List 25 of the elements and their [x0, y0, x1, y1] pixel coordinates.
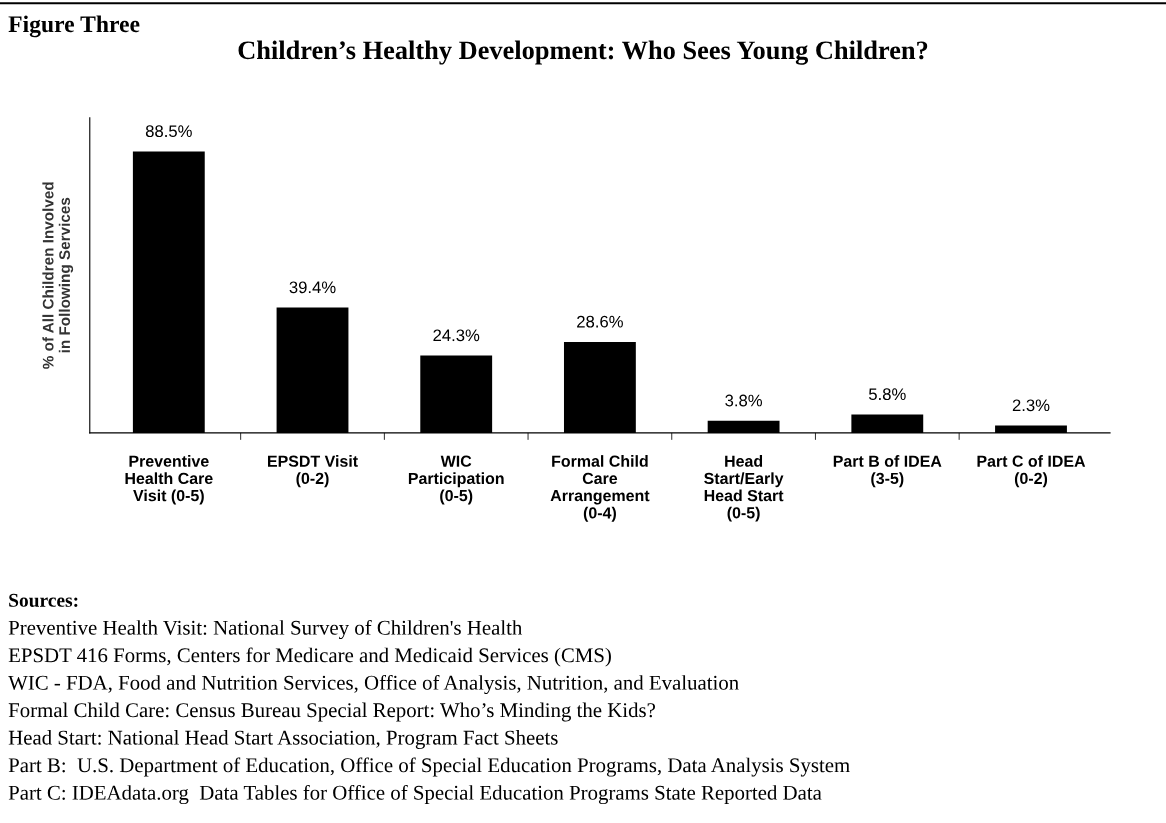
text: Part B: U.S. Department of Education, Office of Special Education Programs, Data Analysis System	[8, 757, 850, 777]
text: WIC - FDA, Food and Nutrition Services, Office of Analysis, Nutrition, and Evaluation	[8, 674, 739, 695]
x-tick-label: Head Start/Early Head Start (0-5)	[704, 455, 784, 522]
data-label: 5.8%	[868, 388, 906, 401]
x-tick-label: Part B of IDEA (3-5)	[833, 455, 942, 488]
data-label: 24.3%	[433, 329, 480, 342]
text: Part C: IDEAdata.org Data Tables for Office of Special Education Programs State Reported Data	[8, 784, 822, 805]
x-tick-label: Part C of IDEA (0-2)	[977, 455, 1086, 488]
text: Figure Three	[8, 15, 140, 38]
x-tick-label: Preventive Health Care Visit (0-5)	[125, 455, 213, 505]
chart-title: Children’s Healthy Development: Who Sees Young Children?	[238, 40, 928, 65]
data-label: 39.4%	[289, 281, 336, 294]
text: Formal Child Care: Census Bureau Special Report: Who’s Minding the Kids?	[8, 702, 656, 722]
data-label: 28.6%	[577, 315, 623, 328]
data-label: 3.8%	[725, 394, 763, 407]
text: EPSDT 416 Forms, Centers for Medicare and Medicaid Services (CMS)	[8, 647, 611, 667]
data-label: 88.5%	[145, 125, 192, 138]
x-tick-label: Formal Child Care Arrangement (0-4)	[550, 455, 650, 522]
x-tick-label: EPSDT Visit (0-2)	[268, 455, 358, 488]
x-tick-label: WIC Participation (0-5)	[408, 455, 504, 505]
text: Head Start: National Head Start Association, Program Fact Sheets	[8, 730, 558, 749]
y-axis-title: % of All Children Involved in Following Services	[42, 182, 74, 369]
source-note: Sources:	[9, 593, 78, 607]
text: Preventive Health Visit: National Survey of Children's Health	[8, 619, 523, 640]
data-label: 2.3%	[1012, 399, 1050, 412]
